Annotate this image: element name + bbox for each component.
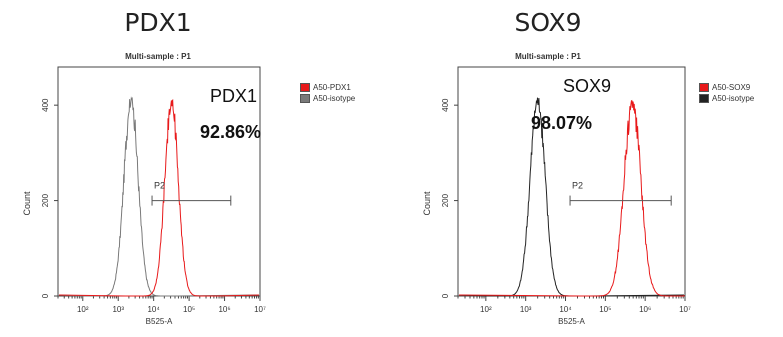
annotation-percentage: 92.86% bbox=[200, 122, 262, 142]
y-tick-label: 0 bbox=[41, 293, 50, 298]
x-tick-label: 10⁷ bbox=[679, 305, 691, 314]
y-tick-label: 0 bbox=[441, 293, 450, 298]
histogram-plot: 0 200 400 Count 10² 10³ 10⁴ 10⁵ 10⁶ 10⁷ B525-A P2 bbox=[422, 66, 691, 326]
y-tick-label: 400 bbox=[41, 98, 50, 112]
y-tick-label: 400 bbox=[441, 98, 450, 112]
annotation-label: SOX9 bbox=[563, 76, 612, 96]
legend-swatch bbox=[300, 83, 310, 92]
x-tick-label: 10² bbox=[77, 305, 89, 314]
legend-item: A50-isotype bbox=[699, 93, 754, 104]
legend-item: A50-SOX9 bbox=[699, 82, 754, 93]
gate-label: P2 bbox=[154, 181, 165, 191]
histogram-plot: 0 200 400 Count 10² 10³ 10⁴ 10⁵ 10⁶ 10⁷ B525-A P2 bbox=[22, 66, 266, 326]
x-tick-label: 10⁵ bbox=[183, 305, 195, 314]
histogram-series-a50-pdx1 bbox=[58, 98, 260, 297]
x-tick-label: 10⁶ bbox=[218, 305, 230, 314]
x-tick-label: 10⁶ bbox=[639, 305, 651, 314]
chart-panel-pdx1: PDX1 Multi-sample : P1 0 200 400 Count 10² 10… bbox=[0, 0, 391, 337]
legend-label: A50-isotype bbox=[712, 94, 755, 103]
y-axis-label: Count bbox=[22, 191, 32, 216]
x-tick-label: 10³ bbox=[112, 305, 124, 314]
chart-subtitle: Multi-sample : P1 bbox=[125, 52, 191, 61]
x-tick-label: 10³ bbox=[520, 305, 532, 314]
chart-title: PDX1 bbox=[124, 8, 192, 37]
y-tick-label: 200 bbox=[441, 193, 450, 207]
y-tick-label: 200 bbox=[41, 193, 50, 207]
chart-panel-sox9: SOX9 Multi-sample : P1 0 200 400 Count 10² 10… bbox=[392, 0, 783, 337]
legend: A50-SOX9 A50-isotype bbox=[699, 82, 754, 104]
x-tick-label: 10⁴ bbox=[147, 305, 160, 314]
chart-subtitle: Multi-sample : P1 bbox=[515, 52, 581, 61]
legend-swatch bbox=[699, 94, 709, 103]
legend-item: A50-isotype bbox=[300, 93, 355, 104]
x-axis-label: B525-A bbox=[146, 317, 173, 326]
legend-label: A50-SOX9 bbox=[712, 83, 751, 92]
legend-label: A50-isotype bbox=[313, 94, 356, 103]
histogram-series-a50-sox9 bbox=[458, 99, 685, 297]
legend: A50-PDX1 A50-isotype bbox=[300, 82, 355, 104]
x-tick-label: 10² bbox=[480, 305, 492, 314]
gate-label: P2 bbox=[572, 181, 583, 191]
legend-swatch bbox=[300, 94, 310, 103]
chart-title: SOX9 bbox=[514, 8, 582, 37]
x-tick-label: 10⁷ bbox=[254, 305, 266, 314]
annotation-percentage: 98.07% bbox=[531, 113, 593, 133]
x-axis-label: B525-A bbox=[558, 317, 585, 326]
legend-label: A50-PDX1 bbox=[313, 83, 351, 92]
x-tick-label: 10⁴ bbox=[559, 305, 572, 314]
annotation-label: PDX1 bbox=[210, 86, 258, 106]
legend-swatch bbox=[699, 83, 709, 92]
x-tick-label: 10⁵ bbox=[599, 305, 611, 314]
y-axis-label: Count bbox=[422, 191, 432, 216]
legend-item: A50-PDX1 bbox=[300, 82, 355, 93]
